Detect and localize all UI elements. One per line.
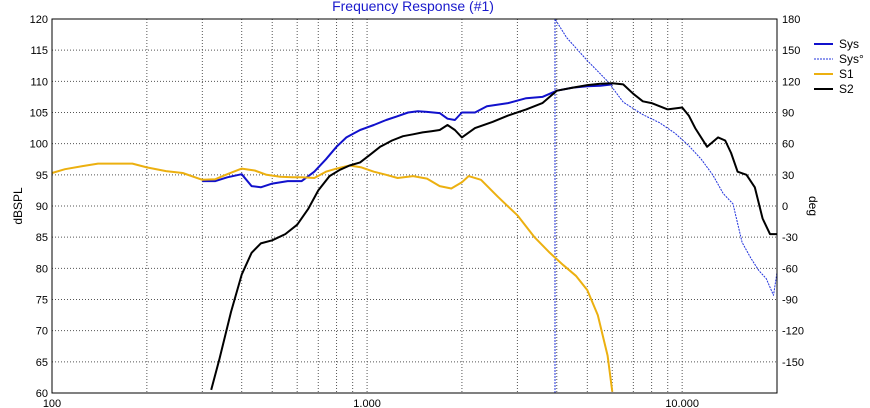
y-tick-label-left: 110 (30, 76, 48, 88)
series-line-sys (554, 18, 778, 393)
y-tick-label-left: 105 (30, 108, 48, 120)
y-tick-label-right: -120 (782, 326, 804, 338)
y-tick-label-left: 100 (30, 139, 48, 151)
y-tick-label-right: -60 (782, 263, 798, 275)
y-tick-label-left: 95 (36, 170, 48, 182)
y-tick-label-right: 30 (782, 170, 794, 182)
y-tick-label-right: 90 (782, 108, 794, 120)
y-tick-label-right: -30 (782, 232, 798, 244)
series-line-s2 (210, 82, 777, 391)
x-tick-label: 1.000 (353, 398, 381, 408)
y-tick-label-right: 60 (782, 139, 794, 151)
y-tick-label-left: 90 (36, 201, 48, 213)
legend-label: S1 (839, 67, 854, 81)
y-tick-label-right: 0 (782, 201, 788, 213)
y-tick-label-right: -90 (782, 295, 798, 307)
legend-label: S2 (839, 82, 854, 96)
data-series (51, 18, 778, 393)
chart-grid (52, 19, 777, 393)
y-tick-label-left: 85 (36, 232, 48, 244)
legend-label: Sys (839, 37, 859, 51)
y-tick-label-left: 70 (36, 326, 48, 338)
y-tick-label-right: 150 (782, 45, 800, 57)
x-tick-label: 100 (43, 398, 61, 408)
y-tick-label-left: 75 (36, 295, 48, 307)
y-tick-label-left: 80 (36, 263, 48, 275)
y-axis-label-left: dBSPL (11, 187, 25, 225)
y-tick-label-left: 65 (36, 357, 48, 369)
legend-label: Sys° (839, 52, 864, 66)
chart-title: Frequency Response (#1) (332, 0, 494, 14)
series-line-s1 (51, 162, 614, 392)
y-axis-label-right: deg (806, 196, 820, 216)
axis-ticks: 60 65 70 75 80 85 90 95 100 105 110 115 120 180 150 120… (30, 14, 804, 408)
y-tick-label-right: -150 (782, 357, 804, 369)
y-tick-label-right: 180 (782, 14, 800, 26)
x-tick-label: 10.000 (665, 398, 699, 408)
y-tick-label-left: 115 (30, 45, 48, 57)
y-tick-label-left: 60 (36, 388, 48, 400)
y-tick-label-left: 120 (30, 14, 48, 26)
series-line-sys (202, 83, 613, 189)
y-tick-label-right: 120 (782, 76, 800, 88)
plot-frame (51, 18, 778, 394)
